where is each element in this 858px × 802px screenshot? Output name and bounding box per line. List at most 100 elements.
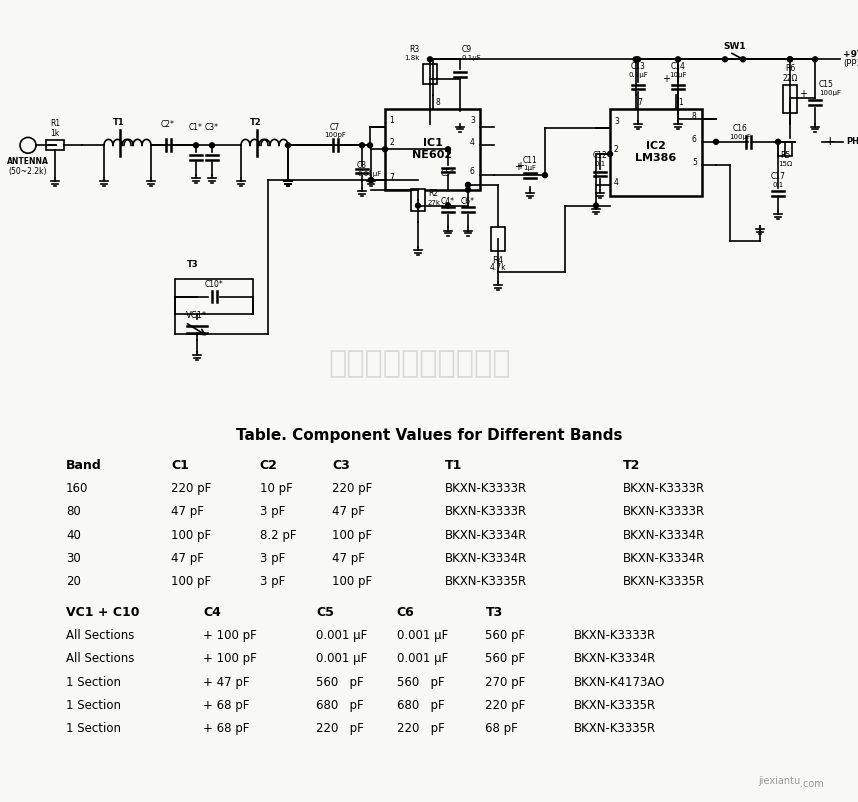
Text: 0.1: 0.1: [772, 182, 783, 188]
Text: C11: C11: [523, 156, 537, 165]
Text: jiexiantu: jiexiantu: [758, 776, 800, 787]
Text: 0.001 μF: 0.001 μF: [396, 629, 448, 642]
Text: 3: 3: [470, 116, 474, 125]
Text: 270 pF: 270 pF: [486, 675, 526, 689]
Text: 220 pF: 220 pF: [332, 482, 372, 495]
Bar: [610, 109, 702, 196]
Text: C6: C6: [396, 606, 414, 618]
Text: BKXN-K3334R: BKXN-K3334R: [574, 652, 656, 665]
Text: 8: 8: [436, 98, 440, 107]
Circle shape: [788, 57, 793, 62]
Text: R2: R2: [428, 188, 438, 198]
Text: 3 pF: 3 pF: [260, 505, 285, 518]
Text: NE602: NE602: [413, 150, 452, 160]
Text: 68 pF: 68 pF: [486, 723, 518, 735]
Bar: [778, 142, 792, 156]
Circle shape: [194, 143, 198, 148]
Text: All Sections: All Sections: [66, 629, 135, 642]
Text: 1 Section: 1 Section: [66, 723, 121, 735]
Text: 0.01μF: 0.01μF: [357, 171, 381, 177]
Text: C3*: C3*: [205, 124, 219, 132]
Text: Table. Component Values for Different Bands: Table. Component Values for Different Ba…: [236, 428, 622, 444]
Text: 0.1: 0.1: [595, 161, 606, 167]
Text: C9: C9: [462, 46, 472, 55]
Text: T2: T2: [623, 459, 640, 472]
Circle shape: [415, 203, 420, 208]
Text: 100 pF: 100 pF: [171, 529, 211, 541]
Text: 0.001 μF: 0.001 μF: [316, 652, 367, 665]
Circle shape: [466, 188, 470, 192]
Text: 680   pF: 680 pF: [316, 699, 364, 712]
Text: 1: 1: [389, 116, 394, 125]
Text: BKXN-K3335R: BKXN-K3335R: [574, 723, 656, 735]
Text: + 68 pF: + 68 pF: [203, 723, 250, 735]
Text: IC1: IC1: [422, 138, 443, 148]
Text: 1 Section: 1 Section: [66, 675, 121, 689]
Text: 3: 3: [614, 117, 619, 127]
Text: BKXN-K3333R: BKXN-K3333R: [445, 482, 528, 495]
Text: 0.1μF: 0.1μF: [462, 55, 481, 61]
Text: 0.001 μF: 0.001 μF: [316, 629, 367, 642]
Text: R4: R4: [492, 256, 504, 265]
Text: 杆州将睷科技有限公司: 杆州将睷科技有限公司: [329, 350, 511, 379]
Text: C5: C5: [316, 606, 334, 618]
Text: C4: C4: [203, 606, 221, 618]
Text: LM386: LM386: [636, 153, 677, 163]
Text: ANTENNA: ANTENNA: [7, 157, 49, 166]
Text: T3: T3: [486, 606, 503, 618]
Text: R5: R5: [780, 151, 790, 160]
Text: 220   pF: 220 pF: [396, 723, 444, 735]
Text: T2: T2: [251, 118, 262, 127]
Text: 8: 8: [692, 112, 697, 121]
Text: VC1 + C10: VC1 + C10: [66, 606, 140, 618]
Text: C2: C2: [260, 459, 277, 472]
Text: BKXN-K3334R: BKXN-K3334R: [623, 552, 704, 565]
Text: 160: 160: [66, 482, 88, 495]
Text: BKXN-K3333R: BKXN-K3333R: [445, 505, 528, 518]
Circle shape: [209, 143, 214, 148]
Text: C3: C3: [332, 459, 350, 472]
Text: 560   pF: 560 pF: [316, 675, 364, 689]
Text: C17: C17: [770, 172, 785, 181]
Text: 1: 1: [678, 98, 683, 107]
Text: 30: 30: [66, 552, 81, 565]
Text: C2*: C2*: [161, 120, 175, 129]
Text: C7: C7: [330, 124, 340, 132]
Text: +: +: [662, 74, 670, 83]
Text: 1μF: 1μF: [523, 165, 536, 172]
Text: T1: T1: [445, 459, 462, 472]
Circle shape: [466, 182, 470, 188]
Text: 100 pF: 100 pF: [171, 575, 211, 589]
Text: .com: .com: [801, 780, 825, 789]
Text: + 100 pF: + 100 pF: [203, 652, 257, 665]
Text: BKXN-K3335R: BKXN-K3335R: [623, 575, 704, 589]
Circle shape: [445, 203, 450, 208]
Text: BKXN-K3333R: BKXN-K3333R: [623, 482, 704, 495]
Text: C4*: C4*: [441, 196, 455, 205]
Text: T3: T3: [187, 260, 199, 269]
Bar: [175, 279, 253, 314]
Circle shape: [776, 140, 781, 144]
Text: +: +: [516, 161, 524, 172]
Text: VC1*: VC1*: [186, 311, 208, 320]
Circle shape: [542, 172, 547, 178]
Text: 15Ω: 15Ω: [778, 161, 792, 168]
Text: BKXN-K3335R: BKXN-K3335R: [574, 699, 656, 712]
Circle shape: [714, 140, 718, 144]
Text: C5*: C5*: [441, 169, 455, 178]
Text: 2: 2: [389, 138, 394, 148]
Text: Band: Band: [66, 459, 102, 472]
Circle shape: [633, 57, 638, 62]
Text: 0.001 μF: 0.001 μF: [396, 652, 448, 665]
Text: + 47 pF: + 47 pF: [203, 675, 250, 689]
Text: 3 pF: 3 pF: [260, 552, 285, 565]
Text: 40: 40: [66, 529, 81, 541]
Text: 47 pF: 47 pF: [332, 552, 366, 565]
Text: BKXN-K3334R: BKXN-K3334R: [623, 529, 704, 541]
Circle shape: [594, 203, 599, 208]
Text: C10*: C10*: [204, 280, 223, 289]
Text: 1 Section: 1 Section: [66, 699, 121, 712]
Text: 47 pF: 47 pF: [332, 505, 366, 518]
Text: C6*: C6*: [461, 196, 475, 205]
Text: (PP3): (PP3): [843, 59, 858, 67]
